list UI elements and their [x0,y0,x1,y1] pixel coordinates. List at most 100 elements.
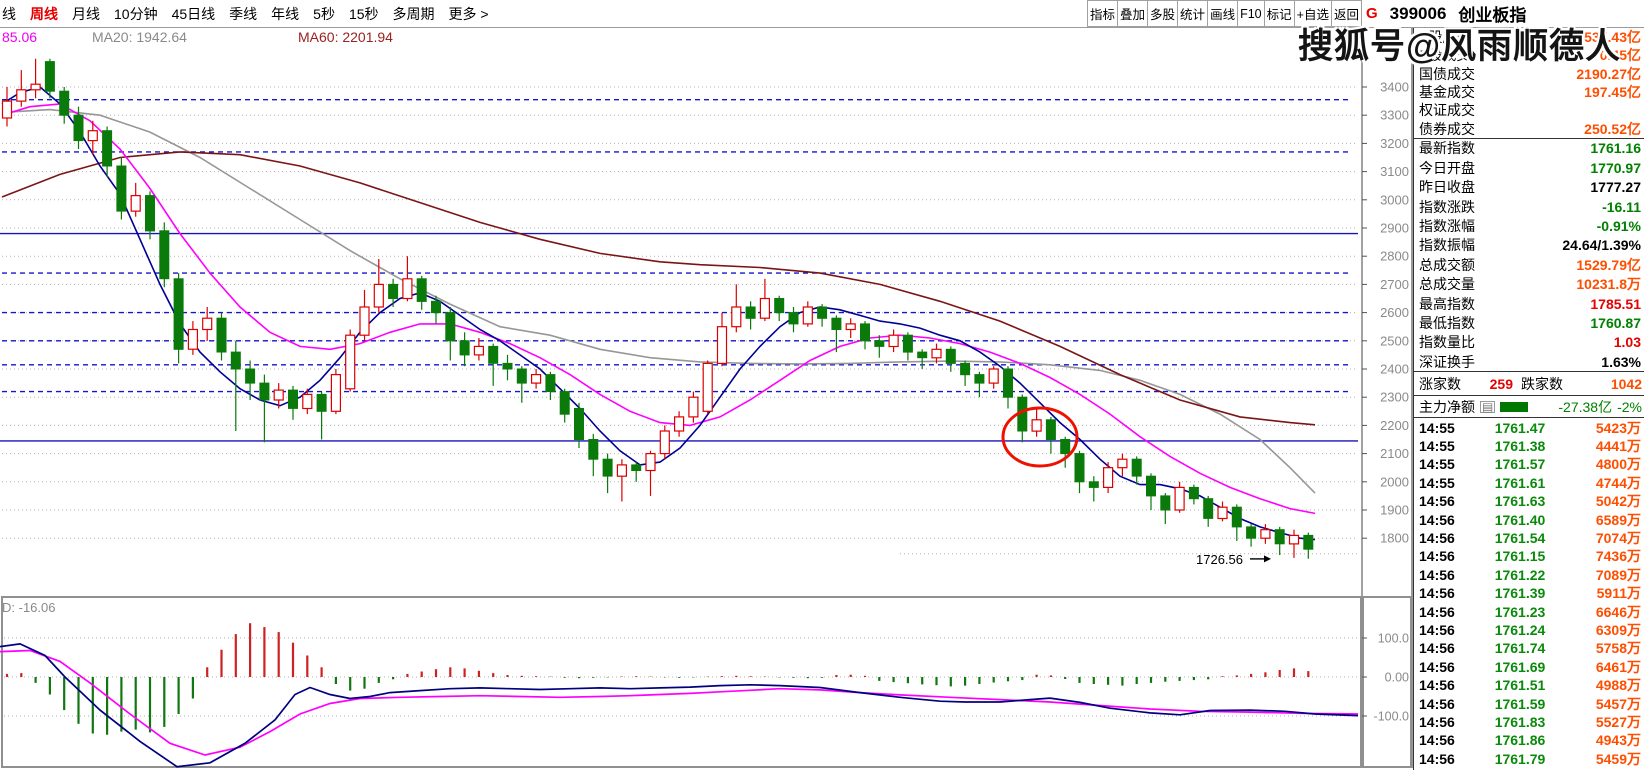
svg-text:2000: 2000 [1380,474,1409,489]
up-count-label: 涨家数 [1419,375,1461,392]
toolbar-button-指标[interactable]: 指标 [1087,0,1119,27]
period-tab-多周期[interactable]: 多周期 [392,5,435,22]
svg-text:3400: 3400 [1380,80,1409,95]
ma-label-2: MA60: 2201.94 [298,29,393,45]
macd-dea-line [0,649,1359,756]
tick-row: 14:56 1761.54 7074万 [1419,530,1641,547]
tick-row: 14:56 1761.86 4943万 [1419,732,1641,749]
svg-text:1800: 1800 [1380,531,1409,546]
tick-row: 14:56 1761.83 5527万 [1419,713,1641,730]
macd-dif-line [0,643,1359,768]
stat-row: 总成交额 1529.79亿 [1419,256,1641,273]
tick-row: 14:56 1761.79 5459万 [1419,750,1641,767]
watermark: 搜狐号@风雨顺德人 [1298,27,1622,66]
svg-text:2800: 2800 [1380,249,1409,264]
macd-value-label: D: -16.06 [2,600,55,615]
ma-label-0: 85.06 [2,29,38,45]
toolbar-button-标记[interactable]: 标记 [1263,0,1295,27]
svg-text:2100: 2100 [1380,446,1409,461]
stat-row: 今日开盘 1770.97 [1419,159,1641,176]
tick-row: 14:55 1761.38 4441万 [1419,438,1641,455]
flow-bar-swatch [1500,401,1529,412]
MA20-gray-line [1,108,1316,494]
svg-text:1900: 1900 [1380,503,1409,518]
svg-text:2700: 2700 [1380,277,1409,292]
symbol-flag: G [1366,5,1378,22]
svg-text:3000: 3000 [1380,192,1409,207]
tick-row: 14:56 1761.74 5758万 [1419,640,1641,657]
quote-panel: A股成交 2537.43亿 B股成交 0.45亿 国债成交 2190.27亿 基金成交 197… [1413,28,1644,770]
low-price-arrow-icon [1264,555,1271,563]
svg-text:3200: 3200 [1380,136,1409,151]
turnover-row: 债券成交 250.52亿 [1419,120,1641,137]
svg-text:2300: 2300 [1380,390,1409,405]
toolbar-button-多股[interactable]: 多股 [1147,0,1179,27]
period-tab-月线[interactable]: 月线 [72,5,100,22]
stat-row: 指数涨跌 -16.11 [1419,198,1641,215]
stat-row: 指数振幅 24.64/1.39% [1419,237,1641,254]
tick-row: 14:56 1761.69 6461万 [1419,658,1641,675]
period-tab-5秒[interactable]: 5秒 [313,5,335,22]
low-price-label: 1726.56 [1196,552,1243,567]
turnover-row: 基金成交 197.45亿 [1419,84,1641,101]
period-tab-周线[interactable]: 周线 [30,5,58,22]
toolbar-button-画线[interactable]: 画线 [1207,0,1239,27]
period-tab-季线[interactable]: 季线 [229,5,258,22]
toolbar: 线周线 月线 10分钟 45日线 季线 年线 5秒 15秒 多周期 更多 > 指标 叠加 多股 统计 画线… [0,0,1644,28]
svg-text:2400: 2400 [1380,362,1409,377]
candles-layer [1,58,1314,559]
tick-row: 14:56 1761.51 4988万 [1419,677,1641,694]
tick-row: 14:56 1761.40 6589万 [1419,511,1641,528]
detail-icon[interactable]: ▤ [1480,399,1496,414]
tick-row: 14:55 1761.47 5423万 [1419,419,1641,436]
tick-row: 14:56 1761.15 7436万 [1419,548,1641,565]
stat-row: 最高指数 1785.51 [1419,295,1641,312]
tick-row: 14:55 1761.61 4744万 [1419,474,1641,491]
period-tab-15秒[interactable]: 15秒 [348,5,379,22]
MA-short-blue-line [1,86,1316,541]
turnover-section: A股成交 2537.43亿 B股成交 0.45亿 国债成交 2190.27亿 基金成交 197… [1414,28,1644,139]
symbol-code[interactable]: 399006 [1389,3,1447,23]
period-tab-年线[interactable]: 年线 [271,5,300,22]
stats-section: 最新指数 1761.16 今日开盘 1770.97 昨日收盘 1777.27 指数涨跌 -16… [1414,139,1644,373]
macd-histogram [5,623,1310,735]
tick-list[interactable]: 14:55 1761.47 5423万 14:55 1761.38 4441万 14:55 1… [1414,418,1644,770]
tick-row: 14:56 1761.23 6646万 [1419,603,1641,620]
main-flow-pct: -2% [1617,398,1642,415]
turnover-row: 权证成交 [1419,102,1475,119]
up-count-value: 259 [1489,375,1513,392]
breadth-row: 涨家数 259 跌家数 1042 [1414,372,1644,397]
MA60-brown-line [1,151,1316,426]
tick-row: 14:56 1761.63 5042万 [1419,493,1641,510]
svg-text:-100.0: -100.0 [1374,710,1409,724]
stat-row: 指数涨幅 -0.91% [1419,218,1641,235]
tick-row: 14:56 1761.24 6309万 [1419,621,1641,638]
svg-text:2600: 2600 [1380,305,1409,320]
period-tab-10分钟[interactable]: 10分钟 [114,5,158,22]
svg-text:3100: 3100 [1380,164,1409,179]
svg-text:2900: 2900 [1380,221,1409,236]
period-tab-更多 >[interactable]: 更多 > [448,5,489,22]
stat-row: 总成交量 10231.8万 [1419,276,1641,293]
turnover-row: 国债成交 2190.27亿 [1419,65,1641,82]
toolbar-button-统计[interactable]: 统计 [1177,0,1209,27]
toolbar-button-返回[interactable]: 返回 [1330,0,1362,27]
svg-text:2200: 2200 [1380,418,1409,433]
toolbar-button-F10[interactable]: F10 [1237,0,1265,27]
turnover-row: B股成交 0.45亿 [1419,47,1641,64]
circle-annotation [1001,406,1079,468]
turnover-row: A股成交 2537.43亿 [1419,29,1641,46]
tick-row: 14:55 1761.57 4800万 [1419,456,1641,473]
symbol-name[interactable]: 创业板指 [1458,6,1527,25]
period-tab-45日线[interactable]: 45日线 [171,5,216,22]
symbol-info: G 399006 创业板指 [1366,0,1526,27]
period-tab-线[interactable]: 线 [2,5,16,22]
main-flow-label: 主力净额 [1419,398,1475,415]
tick-row: 14:56 1761.59 5457万 [1419,695,1641,712]
down-count-value: 1042 [1610,375,1642,392]
toolbar-buttons: 指标 叠加 多股 统计 画线 F10 标记 +自选 返回 [1087,0,1362,27]
ma-label-1: MA20: 1942.64 [92,29,187,45]
toolbar-button-叠加[interactable]: 叠加 [1117,0,1149,27]
stat-row: 最低指数 1760.87 [1419,314,1641,331]
